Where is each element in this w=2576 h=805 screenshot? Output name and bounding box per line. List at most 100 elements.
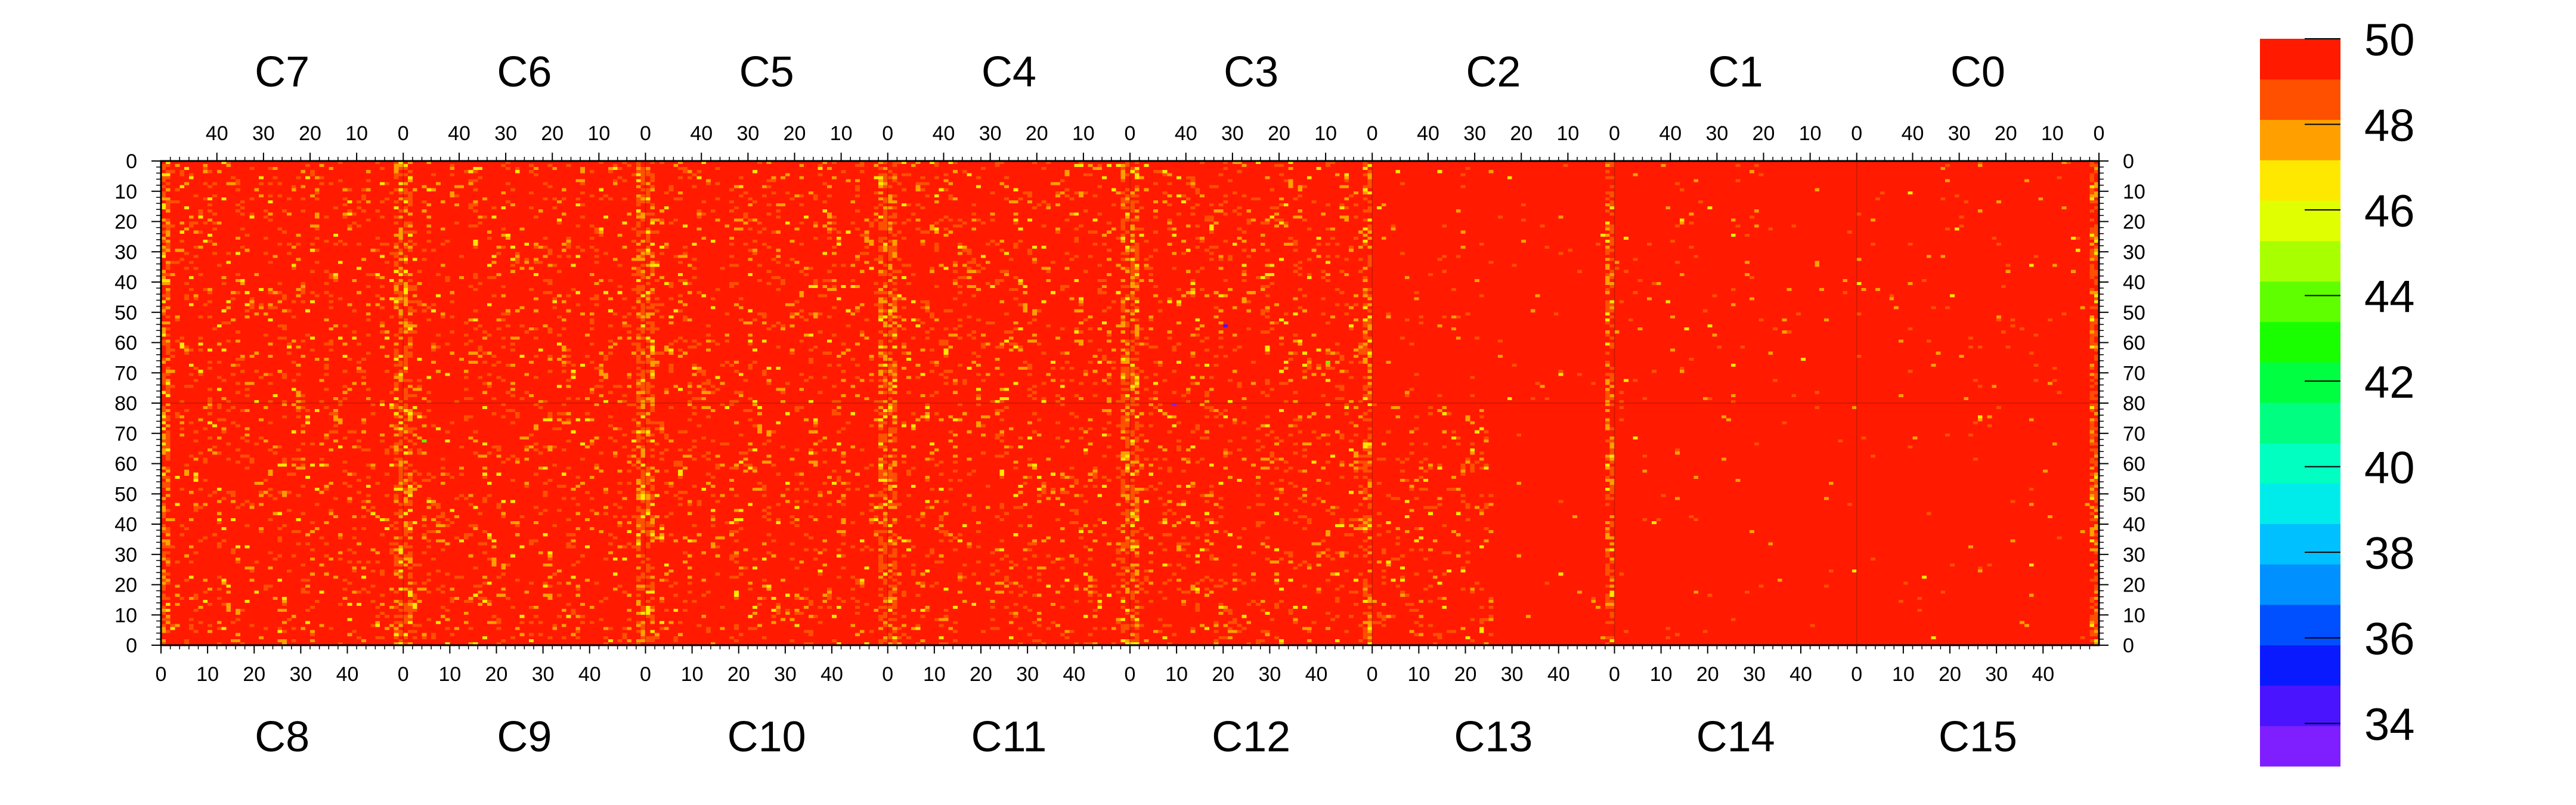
right-y-tick-label: 60 bbox=[2123, 453, 2145, 476]
right-y-tick-label: 40 bbox=[2123, 271, 2145, 294]
bottom-x-tick-label: 20 bbox=[1454, 663, 1477, 686]
colorbar-segment bbox=[2260, 39, 2340, 80]
bottom-x-tick-label: 20 bbox=[1696, 663, 1719, 686]
top-x-tick-label: 20 bbox=[1510, 122, 1532, 145]
colorbar-segment bbox=[2260, 119, 2340, 160]
bottom-x-tick-label: 40 bbox=[1789, 663, 1812, 686]
right-y-tick-label: 10 bbox=[2123, 604, 2145, 627]
left-y-tick-label: 0 bbox=[126, 150, 137, 173]
colorbar-tick-label: 34 bbox=[2364, 699, 2415, 750]
bottom-x-tick-label: 30 bbox=[532, 663, 555, 686]
top-x-tick-label: 30 bbox=[252, 122, 275, 145]
colorbar-tick-label: 36 bbox=[2364, 614, 2415, 665]
bottom-x-tick-label: 10 bbox=[681, 663, 704, 686]
bottom-x-tick-label: 10 bbox=[1165, 663, 1188, 686]
colorbar-tick-label: 38 bbox=[2364, 528, 2415, 579]
left-y-tick-label: 20 bbox=[114, 211, 137, 234]
chip-label-top: C3 bbox=[1224, 48, 1278, 96]
right-y-tick-label: 20 bbox=[2123, 211, 2145, 234]
bottom-x-tick-label: 20 bbox=[1212, 663, 1234, 686]
top-x-tick-label: 40 bbox=[933, 122, 955, 145]
top-x-tick-label: 10 bbox=[2041, 122, 2064, 145]
colorbar-segment bbox=[2260, 402, 2340, 444]
colorbar-segment bbox=[2260, 726, 2340, 767]
top-x-tick-label: 30 bbox=[1221, 122, 1244, 145]
colorbar-tick-label: 50 bbox=[2364, 15, 2415, 66]
bottom-x-tick-label: 0 bbox=[1125, 663, 1136, 686]
bottom-x-tick-label: 0 bbox=[156, 663, 167, 686]
top-x-tick-label: 40 bbox=[1175, 122, 1197, 145]
bottom-x-tick-label: 10 bbox=[438, 663, 461, 686]
bottom-x-tick-label: 20 bbox=[243, 663, 265, 686]
right-y-tick-label: 80 bbox=[2123, 392, 2145, 415]
left-y-tick-label: 50 bbox=[114, 483, 137, 506]
left-y-tick-label: 40 bbox=[114, 271, 137, 294]
top-x-tick-label: 30 bbox=[979, 122, 1002, 145]
left-y-tick-label: 80 bbox=[114, 392, 137, 415]
colorbar-segment bbox=[2260, 685, 2340, 726]
top-x-tick-label: 10 bbox=[1799, 122, 1822, 145]
top-x-tick-label: 10 bbox=[345, 122, 368, 145]
top-x-tick-label: 10 bbox=[1314, 122, 1337, 145]
top-x-tick-label: 40 bbox=[448, 122, 470, 145]
bottom-x-tick-label: 30 bbox=[1985, 663, 2008, 686]
colorbar-tick-label: 44 bbox=[2364, 272, 2415, 323]
chip-label-bottom: C9 bbox=[497, 713, 552, 761]
right-y-tick-label: 30 bbox=[2123, 241, 2145, 264]
left-y-tick-label: 40 bbox=[114, 513, 137, 536]
bottom-x-tick-label: 40 bbox=[336, 663, 359, 686]
left-y-tick-label: 30 bbox=[114, 544, 137, 566]
left-y-tick-label: 10 bbox=[114, 604, 137, 627]
top-x-tick-label: 0 bbox=[1609, 122, 1620, 145]
colorbar-tick-label: 46 bbox=[2364, 186, 2415, 237]
left-y-tick-label: 70 bbox=[114, 423, 137, 445]
top-x-tick-label: 20 bbox=[784, 122, 806, 145]
top-x-tick-label: 30 bbox=[1948, 122, 1971, 145]
colorbar-segment bbox=[2260, 200, 2340, 242]
chip-label-top: C2 bbox=[1466, 48, 1521, 96]
chip-label-top: C0 bbox=[1950, 48, 2005, 96]
right-y-tick-label: 40 bbox=[2123, 513, 2145, 536]
chip-label-top: C4 bbox=[982, 48, 1036, 96]
colorbar-tick-label: 40 bbox=[2364, 443, 2415, 494]
colorbar-segment bbox=[2260, 564, 2340, 605]
top-x-tick-label: 10 bbox=[1072, 122, 1095, 145]
bottom-x-tick-label: 30 bbox=[1743, 663, 1766, 686]
bottom-x-tick-label: 30 bbox=[1258, 663, 1281, 686]
colorbar-segment bbox=[2260, 79, 2340, 120]
chip-separators bbox=[161, 161, 2099, 645]
bottom-x-tick-label: 40 bbox=[821, 663, 843, 686]
chip-label-top: C6 bbox=[497, 48, 552, 96]
left-y-tick-label: 70 bbox=[114, 362, 137, 385]
bottom-x-tick-label: 20 bbox=[1939, 663, 1961, 686]
top-x-tick-label: 30 bbox=[736, 122, 759, 145]
bottom-x-tick-label: 0 bbox=[1851, 663, 1862, 686]
top-x-tick-label: 40 bbox=[690, 122, 713, 145]
bottom-x-tick-label: 40 bbox=[1063, 663, 1085, 686]
bottom-x-tick-label: 40 bbox=[1305, 663, 1328, 686]
bottom-x-tick-label: 30 bbox=[1501, 663, 1524, 686]
left-y-tick-label: 20 bbox=[114, 574, 137, 597]
bottom-x-tick-label: 30 bbox=[289, 663, 312, 686]
chip-label-bottom: C13 bbox=[1454, 713, 1532, 761]
top-x-tick-label: 0 bbox=[2094, 122, 2105, 145]
bottom-x-tick-label: 10 bbox=[196, 663, 219, 686]
colorbar-segment bbox=[2260, 645, 2340, 686]
top-x-tick-label: 20 bbox=[1268, 122, 1290, 145]
top-x-tick-label: 40 bbox=[206, 122, 228, 145]
top-x-tick-label: 0 bbox=[1125, 122, 1136, 145]
chip-label-bottom: C15 bbox=[1939, 713, 2017, 761]
chip-label-top: C1 bbox=[1708, 48, 1763, 96]
colorbar-segment bbox=[2260, 442, 2340, 484]
colorbar-segment bbox=[2260, 524, 2340, 565]
right-y-tick-label: 30 bbox=[2123, 544, 2145, 566]
right-y-tick-label: 50 bbox=[2123, 483, 2145, 506]
top-x-tick-label: 10 bbox=[1556, 122, 1579, 145]
bottom-x-tick-label: 40 bbox=[2032, 663, 2054, 686]
top-x-tick-label: 20 bbox=[541, 122, 564, 145]
chip-labels: C7 C6 C5 C4 C3 C2 C1 C0 C8 C9 C10 C11 C12 C13 C14 C15 bbox=[255, 48, 2017, 761]
bottom-x-tick-label: 30 bbox=[1016, 663, 1039, 686]
bottom-x-tick-label: 0 bbox=[1367, 663, 1378, 686]
colorbar-segment bbox=[2260, 160, 2340, 201]
chip-label-top: C7 bbox=[255, 48, 309, 96]
